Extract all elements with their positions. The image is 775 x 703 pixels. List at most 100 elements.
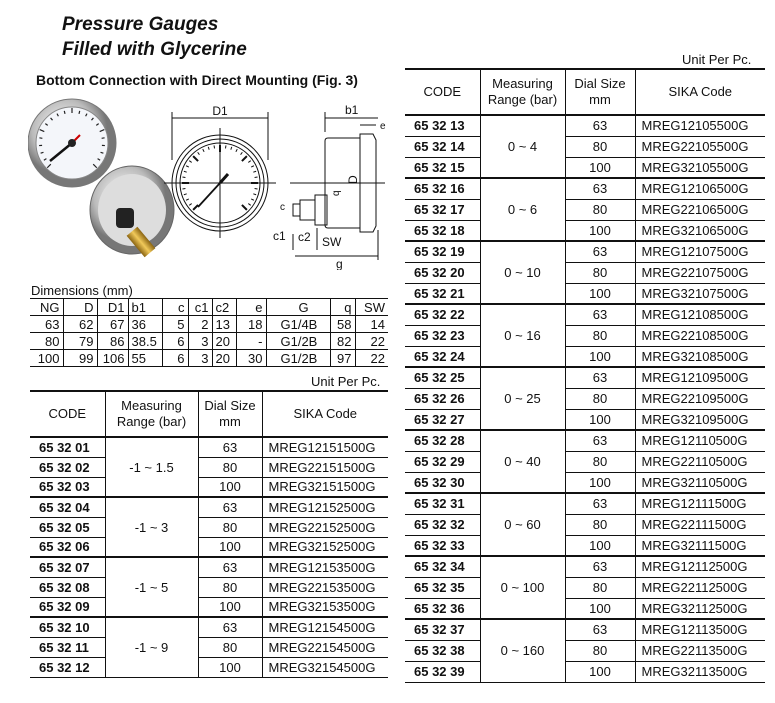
product-row: 65 32 03 100 MREG32151500G — [30, 476, 388, 498]
dial-size: 63 — [197, 556, 263, 578]
product-row: 65 32 05 80 MREG22152500G — [30, 516, 388, 538]
header-code: CODE — [30, 390, 106, 438]
sika-code: MREG32153500G — [261, 596, 388, 618]
sika-code: MREG12106500G — [634, 177, 765, 200]
sika-code: MREG32106500G — [634, 219, 765, 242]
dimensions-cell: G1/4B — [265, 315, 331, 333]
label-c: c — [280, 202, 285, 213]
dial-size: 63 — [564, 618, 636, 641]
label-d1: D1 — [212, 104, 228, 118]
sika-code: MREG32111500G — [634, 534, 765, 557]
gauge-photo — [28, 98, 175, 258]
dimensions-cell: 6 — [161, 349, 189, 367]
product-code: 65 32 34 — [405, 555, 481, 578]
sika-code: MREG32154500G — [261, 656, 388, 678]
dimensions-header-cell: q — [329, 298, 356, 316]
product-code: 65 32 23 — [405, 324, 481, 347]
title-line-2: Filled with Glycerine — [62, 39, 247, 60]
dial-size: 63 — [564, 492, 636, 515]
product-code: 65 32 09 — [30, 596, 106, 618]
dial-size: 100 — [197, 596, 263, 618]
label-g: g — [336, 257, 343, 270]
dimensions-cell: 3 — [187, 332, 213, 350]
sika-code: MREG32107500G — [634, 282, 765, 305]
dial-size: 100 — [564, 282, 636, 305]
product-code: 65 32 16 — [405, 177, 481, 200]
dial-size: 100 — [564, 597, 636, 620]
product-code: 65 32 17 — [405, 198, 481, 221]
product-code: 65 32 08 — [30, 576, 106, 598]
sika-code: MREG12152500G — [261, 496, 388, 518]
dial-size: 63 — [197, 616, 263, 638]
label-q: q — [331, 190, 342, 196]
product-code: 65 32 35 — [405, 576, 481, 599]
product-row: 65 32 36 100 MREG32112500G — [405, 597, 765, 620]
label-b1: b1 — [345, 103, 359, 117]
product-code: 65 32 11 — [30, 636, 106, 658]
product-code: 65 32 22 — [405, 303, 481, 326]
dial-size: 63 — [564, 240, 636, 263]
header-row: CODE Measuring Range (bar) Dial Size mm SIK… — [30, 390, 388, 438]
measuring-range: -1 ~ 3 — [104, 496, 199, 558]
sika-code: MREG32151500G — [261, 476, 388, 498]
sika-code: MREG12151500G — [261, 436, 388, 458]
product-code: 65 32 25 — [405, 366, 481, 389]
label-d: D — [346, 175, 360, 184]
sika-code: MREG22112500G — [634, 576, 765, 599]
product-code: 65 32 27 — [405, 408, 481, 431]
product-row: 65 32 09 100 MREG32153500G — [30, 596, 388, 618]
dial-size: 80 — [564, 387, 636, 410]
dial-size: 80 — [564, 576, 636, 599]
sika-code: MREG32109500G — [634, 408, 765, 431]
unit-label-right: Unit Per Pc. — [682, 52, 752, 67]
product-code: 65 32 10 — [30, 616, 106, 638]
measuring-range: 0 ~ 160 — [479, 618, 566, 683]
product-row: 65 32 01 -1 ~ 1.5 63 MREG12151500G — [30, 436, 388, 498]
dimensions-row: 100 99 106 55 6 3 20 30 G1/2B 97 22 — [30, 349, 388, 367]
dimensions-header-cell: e — [235, 298, 267, 316]
dimensions-cell: 79 — [62, 332, 98, 350]
product-code: 65 32 04 — [30, 496, 106, 518]
dial-size: 80 — [564, 261, 636, 284]
product-code: 65 32 18 — [405, 219, 481, 242]
dimensions-cell: 22 — [354, 332, 388, 350]
dimensions-cell: 22 — [354, 349, 388, 367]
sika-code: MREG22111500G — [634, 513, 765, 536]
dial-size: 100 — [564, 156, 636, 179]
product-row: 65 32 08 80 MREG22153500G — [30, 576, 388, 598]
dimensions-cell: 3 — [187, 349, 213, 367]
sika-code: MREG12112500G — [634, 555, 765, 578]
dial-size: 63 — [564, 555, 636, 578]
measuring-range: 0 ~ 60 — [479, 492, 566, 557]
dial-size: 63 — [564, 429, 636, 452]
sika-code: MREG22108500G — [634, 324, 765, 347]
dimensions-cell: G1/2B — [265, 332, 331, 350]
product-code: 65 32 24 — [405, 345, 481, 368]
dimensions-cell: 63 — [30, 315, 64, 333]
sika-code: MREG22152500G — [261, 516, 388, 538]
dimensions-cell: 20 — [211, 332, 237, 350]
product-row: 65 32 21 100 MREG32107500G — [405, 282, 765, 305]
sika-code: MREG12110500G — [634, 429, 765, 452]
sika-code: MREG22151500G — [261, 456, 388, 478]
sika-code: MREG22110500G — [634, 450, 765, 473]
sika-code: MREG22105500G — [634, 135, 765, 158]
unit-label-left: Unit Per Pc. — [311, 374, 381, 389]
sika-code: MREG12105500G — [634, 114, 765, 137]
header-dial: Dial Size mm — [197, 390, 263, 438]
product-row: 65 32 38 80 MREG22113500G — [405, 639, 765, 662]
product-code: 65 32 29 — [405, 450, 481, 473]
sika-code: MREG32108500G — [634, 345, 765, 368]
dial-size: 80 — [564, 324, 636, 347]
sika-code: MREG32105500G — [634, 156, 765, 179]
product-row: 65 32 13 0 ~ 4 63 MREG12105500G — [405, 114, 765, 179]
product-code: 65 32 28 — [405, 429, 481, 452]
header-sika: SIKA Code — [261, 390, 388, 438]
product-row: 65 32 37 0 ~ 160 63 MREG12113500G — [405, 618, 765, 683]
dimensions-header-cell: D — [62, 298, 98, 316]
sika-code: MREG32112500G — [634, 597, 765, 620]
product-row: 65 32 32 80 MREG22111500G — [405, 513, 765, 536]
dial-size: 100 — [197, 656, 263, 678]
dimensions-cell: G1/2B — [265, 349, 331, 367]
dimensions-cell: 38.5 — [127, 332, 163, 350]
